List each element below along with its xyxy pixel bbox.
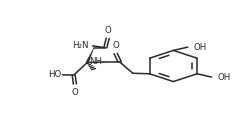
Text: O: O [104, 26, 111, 35]
Text: NH: NH [90, 57, 102, 66]
Polygon shape [86, 48, 94, 63]
Text: OH: OH [194, 43, 207, 52]
Text: H₂N: H₂N [72, 41, 88, 50]
Text: HO: HO [48, 70, 61, 79]
Text: O: O [72, 88, 78, 96]
Text: OH: OH [217, 73, 231, 82]
Text: O: O [112, 41, 119, 50]
